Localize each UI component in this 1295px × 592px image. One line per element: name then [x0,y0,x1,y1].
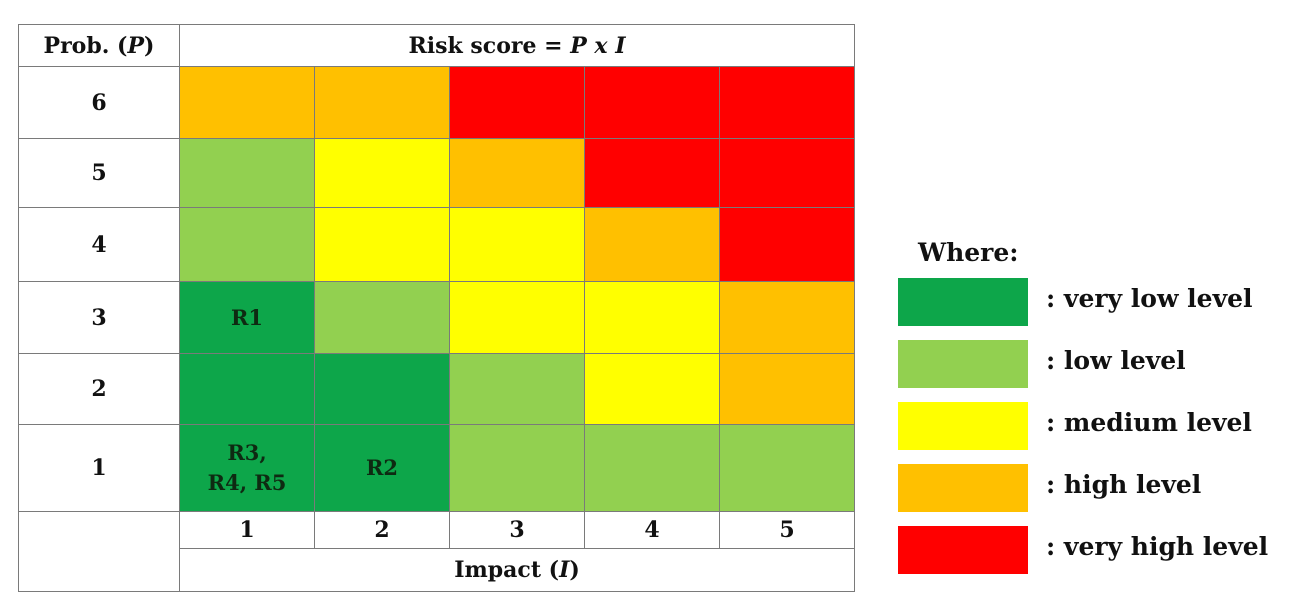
probability-label: 5 [18,138,180,208]
impact-value: 1 [179,511,315,549]
legend-swatch [898,278,1028,326]
risk-cell [449,138,585,208]
risk-cell [179,207,315,282]
matrix-row: 6 [18,66,855,139]
matrix-row: 1 R3, R4, R5 R2 [18,424,855,512]
risk-cell [719,207,855,282]
probability-label: 3 [18,281,180,354]
risk-cell [719,138,855,208]
legend-swatch [898,402,1028,450]
risk-cell [449,281,585,354]
risk-cell [584,66,720,139]
probability-label: 2 [18,353,180,425]
risk-cell [584,207,720,282]
probability-label: 4 [18,207,180,282]
legend-label: : very low level [1046,284,1253,313]
probability-header: Prob. (P) [18,24,180,67]
legend-label: : medium level [1046,408,1252,437]
risk-cell [179,353,315,425]
risk-cell [449,353,585,425]
legend-label: : very high level [1046,532,1269,561]
matrix-row: 2 [18,353,855,425]
legend-label: : high level [1046,470,1202,499]
risk-cell [719,424,855,512]
risk-cell [314,207,450,282]
legend-swatch [898,526,1028,574]
legend-label: : low level [1046,346,1186,375]
risk-cell: R1 [179,281,315,354]
matrix-row: 5 [18,138,855,208]
risk-cell [449,424,585,512]
impact-value: 4 [584,511,720,549]
risk-cell: R2 [314,424,450,512]
legend-title: Where: [918,238,1019,267]
risk-cell [719,66,855,139]
legend-swatch [898,340,1028,388]
risk-matrix: Prob. (P) Risk score = P x I 6 5 4 3 R1 … [18,24,855,592]
corner-blank [18,511,180,592]
legend-item-medium: : medium level [898,402,1288,450]
risk-cell [584,138,720,208]
risk-cell [314,66,450,139]
matrix-row: 3 R1 [18,281,855,354]
probability-label: 1 [18,424,180,512]
risk-cell [584,281,720,354]
risk-cell [179,66,315,139]
legend-item-very-low: : very low level [898,278,1288,326]
risk-cell [584,353,720,425]
risk-cell [314,353,450,425]
impact-value: 2 [314,511,450,549]
risk-score-header: Risk score = P x I [179,24,855,67]
impact-value: 3 [449,511,585,549]
probability-label: 6 [18,66,180,139]
risk-cell: R3, R4, R5 [179,424,315,512]
risk-cell [449,207,585,282]
impact-value: 5 [719,511,855,549]
impact-axis-label: Impact (I) [179,548,855,592]
risk-cell [179,138,315,208]
legend-item-high: : high level [898,464,1288,512]
matrix-row: 4 [18,207,855,282]
risk-cell [584,424,720,512]
risk-cell [449,66,585,139]
legend-swatch [898,464,1028,512]
risk-cell [719,281,855,354]
risk-cell [314,138,450,208]
risk-cell [719,353,855,425]
legend-item-low: : low level [898,340,1288,388]
risk-cell [314,281,450,354]
legend-item-very-high: : very high level [898,526,1288,574]
